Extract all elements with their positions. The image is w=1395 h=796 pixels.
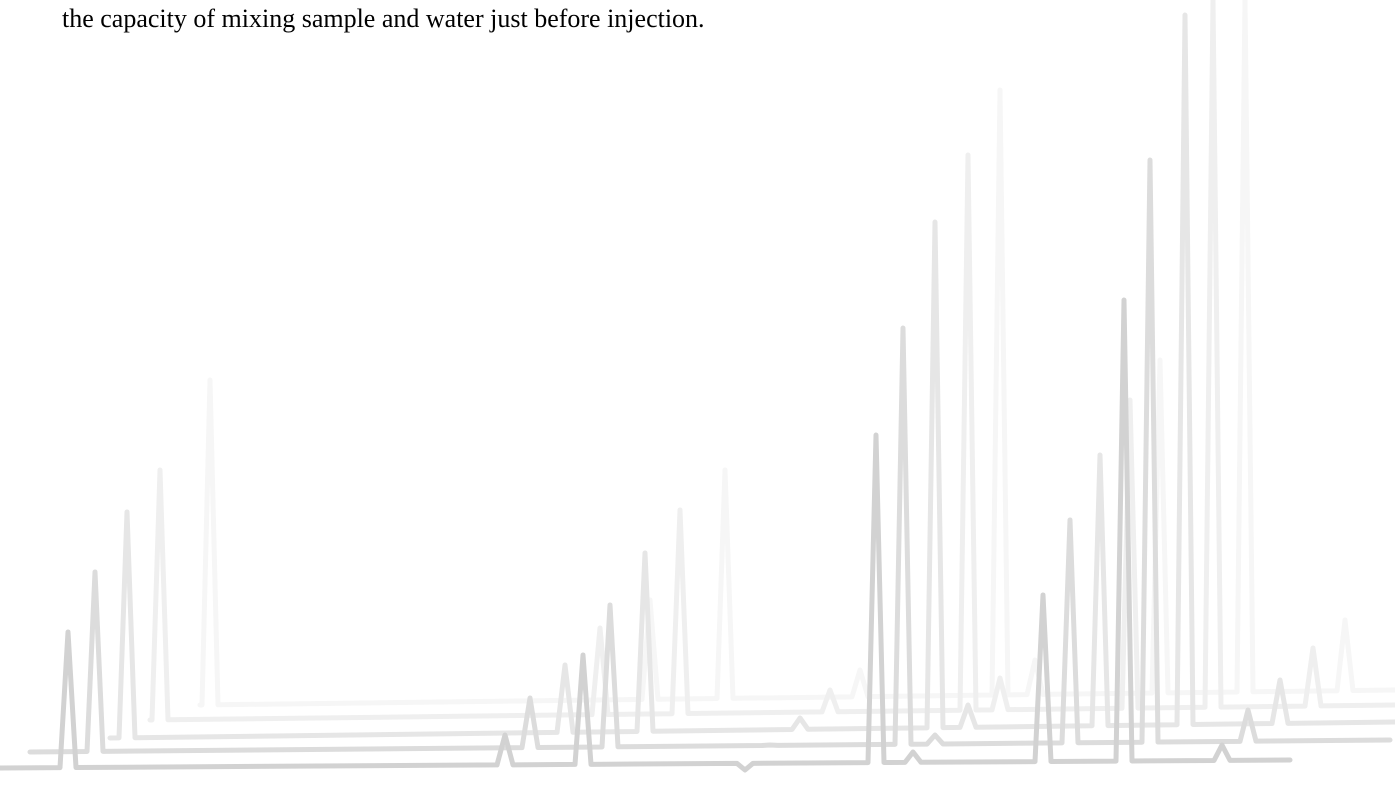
decor-trace [107, 12, 1395, 741]
body-text: the capacity of mixing sample and water … [62, 4, 705, 33]
decor-trace [27, 157, 1393, 755]
decor-trace [0, 297, 1293, 773]
decor-trace [147, 0, 1395, 723]
